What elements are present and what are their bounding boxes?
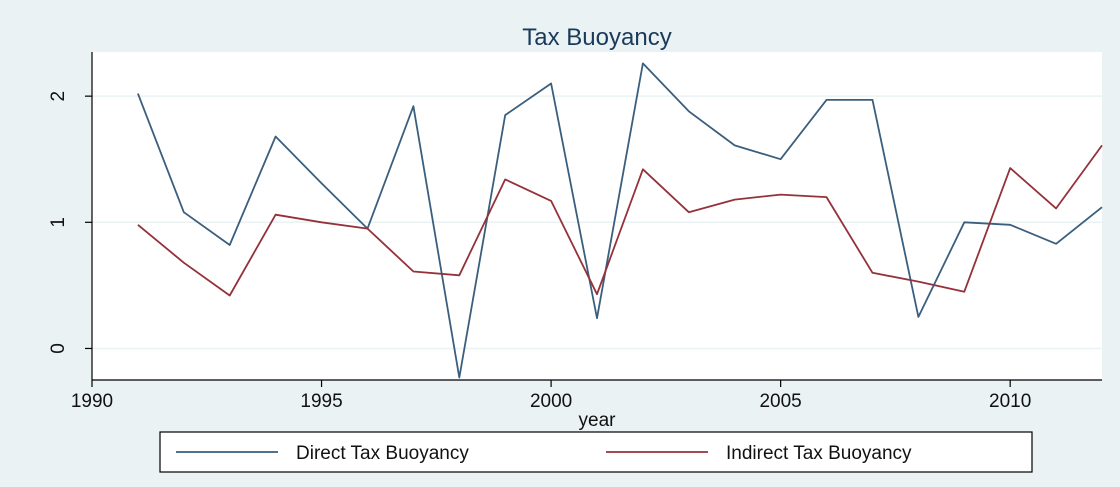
y-tick-label-0: 0 xyxy=(48,343,69,354)
axes: 0 1 2 1990 1995 2000 2005 2010 xyxy=(48,52,1102,412)
x-tick-label-1995: 1995 xyxy=(300,391,342,412)
legend: Direct Tax Buoyancy Indirect Tax Buoyancy xyxy=(159,431,1033,473)
legend-label-indirect-tax-buoyancy: Indirect Tax Buoyancy xyxy=(726,443,912,464)
x-tick-label-2005: 2005 xyxy=(759,391,801,412)
series-line-indirect-tax-buoyancy xyxy=(137,144,1103,297)
legend-box xyxy=(159,431,1033,473)
series-lines xyxy=(137,62,1103,379)
chart-title: Tax Buoyancy xyxy=(522,24,671,51)
y-tick-label-1: 1 xyxy=(48,217,69,228)
x-tick-label-1990: 1990 xyxy=(71,391,113,412)
grid-lines xyxy=(92,95,1102,350)
x-tick-label-2000: 2000 xyxy=(530,391,572,412)
x-tick-label-2010: 2010 xyxy=(989,391,1031,412)
legend-label-direct-tax-buoyancy: Direct Tax Buoyancy xyxy=(296,443,469,464)
y-tick-label-2: 2 xyxy=(48,91,69,102)
plot-area xyxy=(92,52,1102,380)
x-axis-title: year xyxy=(579,410,617,431)
series-line-direct-tax-buoyancy xyxy=(137,62,1103,379)
